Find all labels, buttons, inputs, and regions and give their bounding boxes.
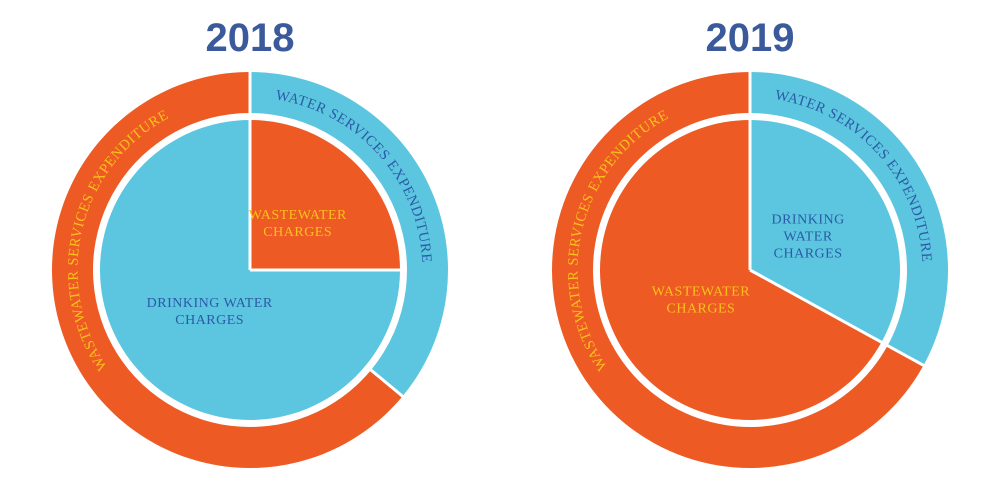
outer-slice-water	[750, 72, 949, 366]
chart-title-2019: 2019	[705, 16, 795, 60]
inner-slice-wastewater	[250, 120, 400, 270]
chart-title-2018: 2018	[205, 16, 295, 60]
inner-slice-water	[750, 120, 900, 343]
inner-label-water: DRINKING WATER CHARGES	[147, 296, 273, 328]
outer-slice-wastewater	[52, 72, 403, 468]
inner-slice-wastewater	[600, 119, 882, 420]
inner-label-wastewater: WASTEWATER CHARGES	[652, 285, 750, 317]
inner-label-wastewater: WASTEWATER CHARGES	[249, 208, 347, 240]
outer-slice-water	[250, 72, 449, 397]
inner-label-water: DRINKING WATER CHARGES	[771, 213, 844, 262]
